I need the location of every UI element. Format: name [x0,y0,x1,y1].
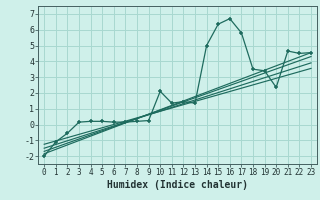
X-axis label: Humidex (Indice chaleur): Humidex (Indice chaleur) [107,180,248,190]
